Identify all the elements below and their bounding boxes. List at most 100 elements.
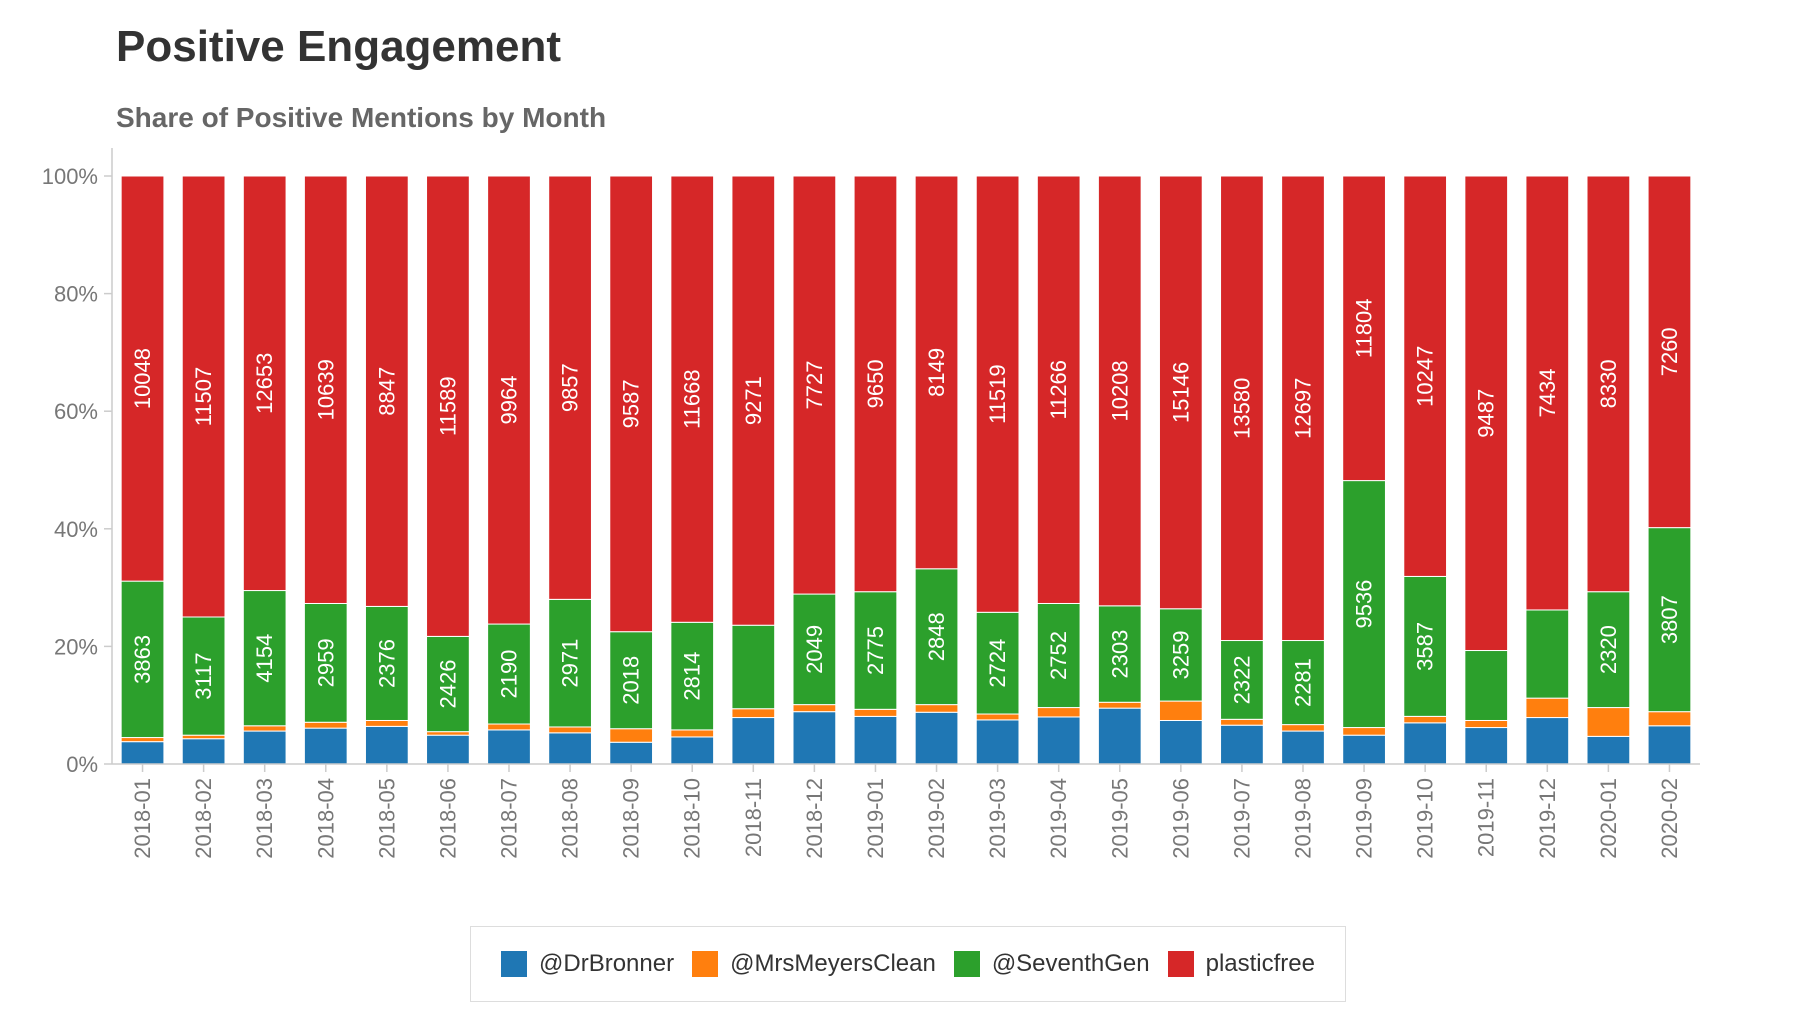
- bar-value-label: 2724: [985, 639, 1010, 688]
- bar-segment-plasticfree: [487, 175, 531, 625]
- bar-segment-drbronner: [1525, 717, 1570, 765]
- x-tick-label: 2018-05: [374, 778, 399, 859]
- bar-value-label: 3117: [191, 652, 216, 699]
- bar-segment-plasticfree: [731, 175, 776, 626]
- y-tick-label: 100%: [42, 164, 98, 189]
- y-tick-label: 20%: [54, 634, 98, 659]
- bar-segment-drbronner: [1036, 716, 1081, 765]
- chart-title: Positive Engagement: [116, 22, 562, 71]
- bar-segment-plasticfree: [1097, 175, 1142, 607]
- x-tick-label: 2018-02: [191, 778, 216, 859]
- bar-segment-mrsmeyersclean: [792, 704, 837, 713]
- bar-value-label: 13580: [1229, 378, 1254, 439]
- x-axis: 2018-01 2018-02 2018-03 2018-04 2018-05 2018-…: [112, 763, 1700, 859]
- bar-value-label: 12697: [1291, 378, 1316, 439]
- x-tick-label: 2019-07: [1229, 778, 1254, 859]
- chart-subtitle: Share of Positive Mentions by Month: [116, 102, 607, 133]
- bar-segment-mrsmeyersclean: [853, 708, 898, 717]
- x-tick-label: 2020-01: [1596, 778, 1621, 859]
- bar-value-label: 3807: [1657, 595, 1682, 644]
- bar-segment-mrsmeyersclean: [1097, 701, 1142, 709]
- bar-segment-seventhgen: [1097, 605, 1142, 703]
- bar-segment-drbronner: [792, 711, 837, 765]
- bar-value-label: 11266: [1046, 360, 1071, 420]
- bar-value-label: 2426: [435, 660, 460, 709]
- bar-segment-plasticfree: [1281, 175, 1325, 642]
- bar-segment-seventhgen: [548, 598, 592, 728]
- bar-segment-drbronner: [548, 732, 592, 765]
- bar-segment-mrsmeyersclean: [1158, 700, 1203, 721]
- bar-segment-plasticfree: [914, 175, 959, 570]
- bar-segment-plasticfree: [792, 175, 837, 595]
- legend-swatch: [1167, 951, 1194, 977]
- bar-segment-drbronner: [120, 741, 165, 765]
- x-tick-label: 2019-01: [863, 778, 888, 859]
- legend-item[interactable]: @MrsMeyersClean: [692, 950, 936, 978]
- bar-segment-drbronner: [487, 729, 531, 765]
- bar-segment-mrsmeyersclean: [120, 737, 165, 743]
- bar-segment-plasticfree: [242, 175, 287, 592]
- bar-segment-drbronner: [731, 717, 776, 765]
- x-tick-label: 2019-06: [1168, 778, 1193, 859]
- y-tick-label: 40%: [54, 517, 98, 542]
- legend-label: @DrBronner: [539, 950, 675, 977]
- legend-swatch: [953, 951, 980, 977]
- bar-segment-drbronner: [1281, 730, 1325, 765]
- bar-segment-plasticfree: [1220, 175, 1264, 642]
- bar-segment-plasticfree: [303, 175, 348, 604]
- bar-segment-drbronner: [1220, 724, 1264, 765]
- legend: @DrBronner @MrsMeyersClean @SeventhGen plas…: [470, 926, 1346, 1002]
- bar-segment-drbronner: [364, 725, 409, 765]
- bar-value-label: 3863: [130, 635, 155, 684]
- x-tick-label: 2018-01: [130, 778, 155, 859]
- legend-label: plasticfree: [1205, 950, 1315, 977]
- bar-segment-mrsmeyersclean: [609, 728, 654, 743]
- legend-swatch: [501, 951, 527, 977]
- bar-segment-plasticfree: [1158, 175, 1203, 610]
- legend-item[interactable]: plasticfree: [1167, 950, 1315, 978]
- bar-value-label: 9650: [863, 359, 888, 408]
- bar-segment-mrsmeyersclean: [1525, 697, 1570, 719]
- bar-value-label: 3587: [1413, 622, 1438, 671]
- bar-segment-seventhgen: [609, 631, 654, 730]
- bar-segment-mrsmeyersclean: [426, 731, 470, 736]
- bar-value-label: 3259: [1168, 630, 1193, 679]
- bar-segment-drbronner: [303, 727, 348, 765]
- bar-segment-drbronner: [426, 734, 470, 765]
- bar-value-label: 7434: [1535, 368, 1560, 417]
- bar-segment-drbronner: [1342, 734, 1386, 765]
- bar-segment-drbronner: [1586, 735, 1631, 765]
- bar-segment-mrsmeyersclean: [1281, 724, 1325, 732]
- bar-value-label: 9587: [619, 379, 644, 428]
- bar-segment-seventhgen: [242, 590, 287, 727]
- bar-segment-drbronner: [1158, 719, 1203, 765]
- x-tick-label: 2019-12: [1535, 778, 1560, 859]
- x-tick-label: 2018-10: [680, 778, 705, 859]
- bar-value-label: 15146: [1168, 362, 1193, 423]
- x-tick-label: 2019-10: [1413, 778, 1438, 859]
- bar-segment-plasticfree: [609, 175, 654, 633]
- bar-segment-mrsmeyersclean: [1403, 715, 1448, 724]
- x-tick-label: 2019-03: [985, 778, 1010, 859]
- bar-value-label: 2814: [680, 652, 705, 701]
- legend-item[interactable]: @DrBronner: [501, 950, 674, 978]
- bar-segment-mrsmeyersclean: [548, 726, 592, 734]
- bar-value-label: 2018: [619, 656, 644, 705]
- legend-item[interactable]: @SeventhGen: [953, 950, 1150, 978]
- bar-value-label: 10247: [1413, 346, 1438, 407]
- bar-value-label: 9536: [1352, 580, 1377, 629]
- bar-value-label: 8149: [924, 348, 949, 397]
- x-tick-label: 2018-06: [435, 778, 460, 859]
- bar-segment-seventhgen: [487, 623, 531, 725]
- x-tick-label: 2019-08: [1291, 778, 1316, 859]
- bar-segment-mrsmeyersclean: [1036, 707, 1081, 718]
- bar-segment-drbronner: [242, 730, 287, 765]
- x-tick-label: 2018-12: [802, 778, 827, 859]
- bar-segment-plasticfree: [1464, 175, 1509, 652]
- bar-segment-drbronner: [1403, 722, 1448, 765]
- bar-segment-mrsmeyersclean: [670, 729, 715, 738]
- legend-label: @MrsMeyersClean: [730, 950, 936, 977]
- x-tick-label: 2019-05: [1107, 778, 1132, 859]
- bar-segment-mrsmeyersclean: [975, 713, 1020, 721]
- bar-value-label: 2775: [863, 626, 888, 675]
